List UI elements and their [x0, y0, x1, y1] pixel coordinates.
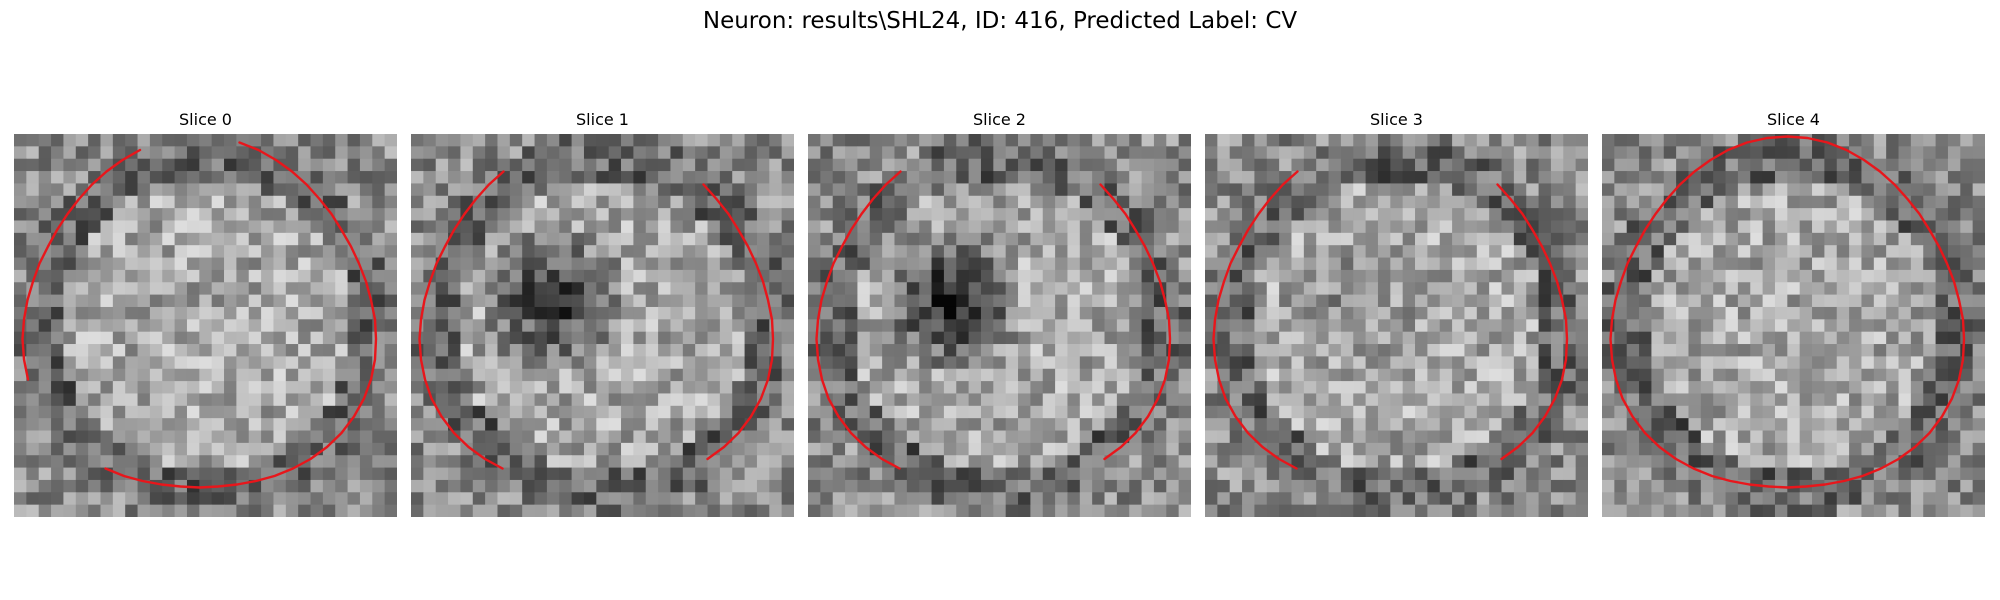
- roi-contour-segment: [702, 183, 774, 321]
- roi-contour-segment: [1496, 183, 1568, 321]
- pixel-grid: [808, 134, 1191, 517]
- slice-image: [1602, 134, 1985, 517]
- slice-panel-1: Slice 1: [411, 110, 794, 517]
- slice-image: [411, 134, 794, 517]
- slice-title: Slice 4: [1767, 110, 1820, 129]
- slice-image: [1205, 134, 1588, 517]
- roi-contour-segment: [1103, 318, 1172, 461]
- slice-panel-3: Slice 3: [1205, 110, 1588, 517]
- pixel-grid: [14, 134, 397, 517]
- slice-title: Slice 2: [973, 110, 1026, 129]
- slice-panel-2: Slice 2: [808, 110, 1191, 517]
- slice-image: [808, 134, 1191, 517]
- roi-contour-segment: [1500, 318, 1569, 461]
- slice-panel-4: Slice 4: [1602, 110, 1985, 517]
- pixel-grid: [1602, 134, 1985, 517]
- figure-title: Neuron: results\SHL24, ID: 416, Predicte…: [702, 8, 1298, 34]
- pixel-grid: [411, 134, 794, 517]
- roi-contour-segment: [104, 318, 378, 489]
- slice-image: [14, 134, 397, 517]
- roi-contour-segment: [706, 318, 775, 461]
- roi-contour-segment: [1099, 183, 1171, 321]
- pixel-grid: [1205, 134, 1588, 517]
- roi-contour-segment: [418, 170, 505, 470]
- roi-contour-segment: [815, 170, 902, 470]
- slice-title: Slice 1: [576, 110, 629, 129]
- slice-title: Slice 0: [179, 110, 232, 129]
- roi-contour-segment: [1609, 135, 1966, 489]
- slice-title: Slice 3: [1370, 110, 1423, 129]
- roi-contour-segment: [238, 141, 377, 321]
- roi-contour-segment: [21, 148, 142, 381]
- roi-contour-segment: [1212, 170, 1299, 470]
- slice-panel-0: Slice 0: [14, 110, 397, 517]
